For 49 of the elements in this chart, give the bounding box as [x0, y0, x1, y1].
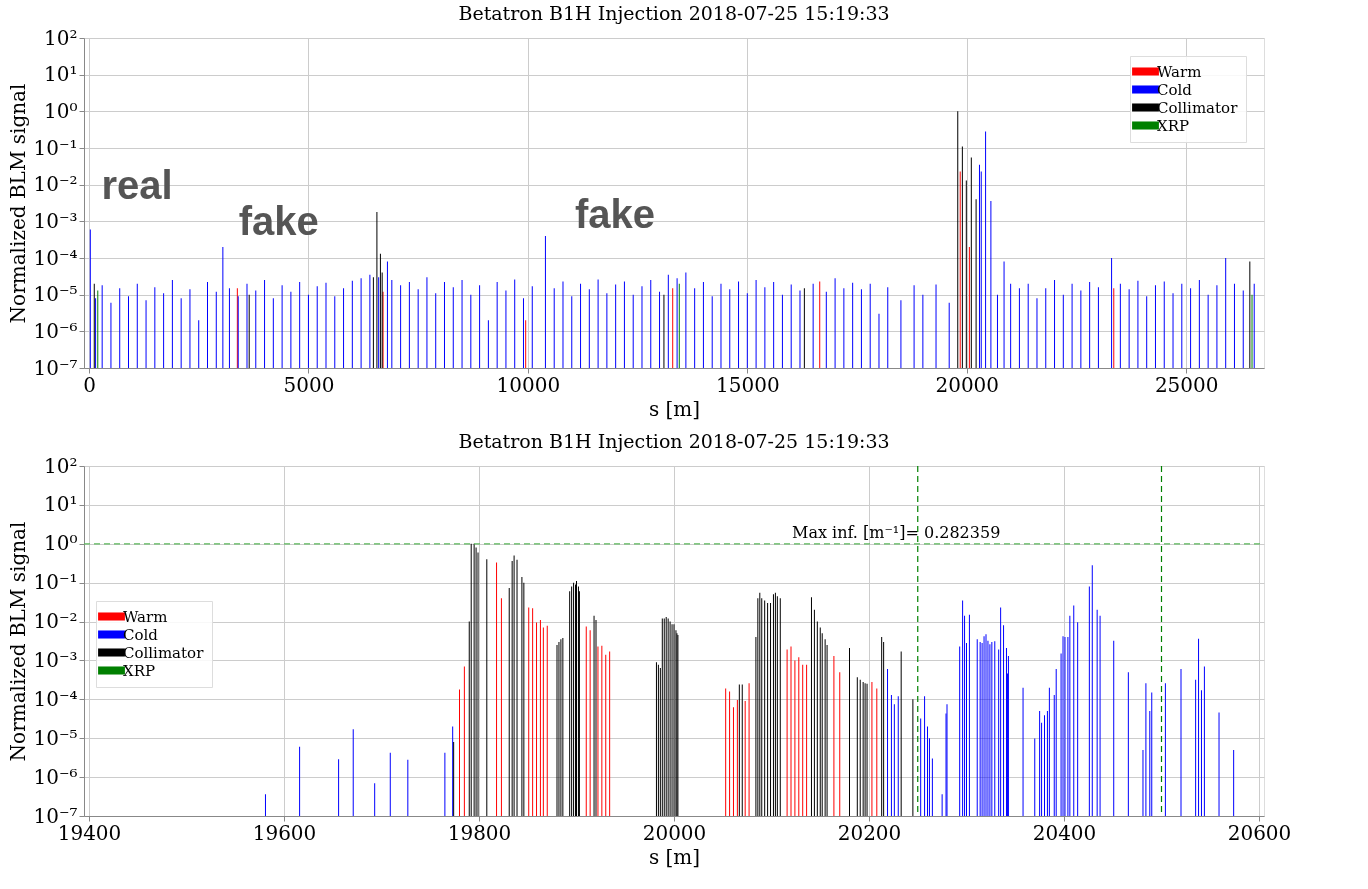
- x-tick-label: 15000: [716, 372, 780, 397]
- y-tick-label: 10⁰: [44, 531, 78, 556]
- legend-label: XRP: [1157, 116, 1190, 135]
- y-tick-label: 10⁻⁶: [33, 764, 78, 789]
- y-tick-label: 10⁻⁵: [33, 282, 78, 307]
- y-tick-label: 10⁻⁶: [33, 318, 78, 343]
- legend-label: Warm: [123, 607, 168, 626]
- x-tick-label: 20000: [642, 820, 707, 845]
- y-tick-label: 10⁻⁴: [33, 686, 78, 711]
- x-tick-label: 19600: [252, 820, 317, 845]
- y-tick-label: 10⁻¹: [33, 570, 78, 595]
- legend-label: Cold: [1157, 80, 1193, 99]
- chart-title: Betatron B1H Injection 2018-07-25 15:19:33: [458, 2, 890, 24]
- y-tick-label: 10²: [44, 453, 78, 478]
- y-tick-label: 10¹: [44, 62, 78, 87]
- y-tick-label: 10⁻²: [33, 172, 78, 197]
- x-tick-label: 10000: [496, 372, 561, 397]
- legend-label: Collimator: [123, 643, 205, 662]
- x-tick-label: 0: [83, 372, 96, 397]
- y-tick-label: 10⁻⁷: [33, 355, 78, 380]
- legend-label: Warm: [1157, 62, 1202, 81]
- legend-label: Cold: [123, 625, 159, 644]
- legend-label: XRP: [123, 661, 156, 680]
- annotation: fake: [238, 198, 319, 243]
- x-tick-label: 5000: [283, 372, 335, 397]
- y-tick-label: 10⁻⁵: [33, 725, 78, 750]
- annotation: fake: [574, 192, 656, 237]
- chart-title: Betatron B1H Injection 2018-07-25 15:19:33: [458, 430, 890, 452]
- annotation: real: [101, 162, 173, 207]
- y-axis-title: Normalized BLM signal: [6, 83, 31, 324]
- y-tick-label: 10¹: [44, 492, 78, 517]
- y-tick-label: 10⁻¹: [33, 135, 78, 160]
- y-tick-label: 10⁻³: [33, 208, 78, 233]
- y-tick-label: 10²: [44, 25, 78, 50]
- y-axis-title: Normalized BLM signal: [6, 521, 31, 762]
- y-tick-label: 10⁻³: [33, 647, 78, 672]
- x-tick-label: 20400: [1032, 820, 1097, 845]
- y-tick-label: 10⁻²: [33, 609, 78, 634]
- x-tick-label: 25000: [1154, 372, 1219, 397]
- x-axis-title: s [m]: [648, 396, 701, 421]
- annotation: Max inf. [m⁻¹]= 0.282359: [792, 522, 1001, 542]
- y-tick-label: 10⁰: [44, 98, 78, 123]
- x-axis-title: s [m]: [648, 844, 701, 869]
- x-tick-label: 20200: [837, 820, 902, 845]
- x-tick-label: 19800: [447, 820, 512, 845]
- y-tick-label: 10⁻⁴: [33, 245, 78, 270]
- x-tick-label: 20000: [935, 372, 1000, 397]
- legend-label: Collimator: [1157, 98, 1239, 117]
- x-tick-label: 20600: [1227, 820, 1292, 845]
